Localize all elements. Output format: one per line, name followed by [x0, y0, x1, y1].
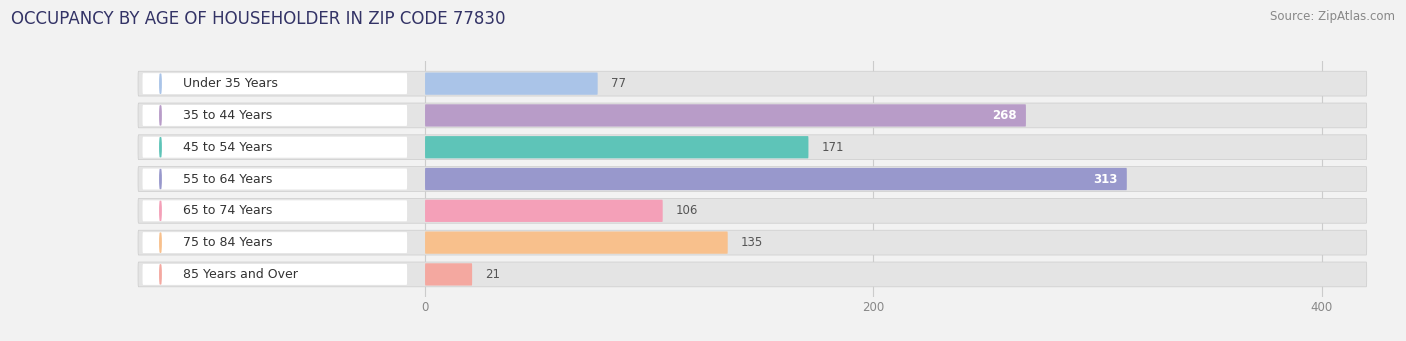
FancyBboxPatch shape [138, 135, 1367, 160]
Text: 171: 171 [823, 141, 845, 154]
Text: 313: 313 [1094, 173, 1118, 186]
FancyBboxPatch shape [142, 137, 408, 158]
FancyBboxPatch shape [142, 168, 408, 190]
Text: Under 35 Years: Under 35 Years [183, 77, 278, 90]
FancyBboxPatch shape [142, 105, 408, 126]
FancyBboxPatch shape [138, 167, 1367, 191]
Text: 65 to 74 Years: 65 to 74 Years [183, 204, 273, 217]
FancyBboxPatch shape [142, 73, 408, 94]
Text: 106: 106 [676, 204, 699, 217]
FancyBboxPatch shape [425, 136, 808, 158]
Text: 55 to 64 Years: 55 to 64 Years [183, 173, 273, 186]
FancyBboxPatch shape [138, 103, 1367, 128]
FancyBboxPatch shape [142, 200, 408, 221]
FancyBboxPatch shape [425, 73, 598, 95]
Text: 268: 268 [993, 109, 1017, 122]
FancyBboxPatch shape [138, 71, 1367, 96]
Text: OCCUPANCY BY AGE OF HOUSEHOLDER IN ZIP CODE 77830: OCCUPANCY BY AGE OF HOUSEHOLDER IN ZIP C… [11, 10, 506, 28]
Text: 77: 77 [612, 77, 626, 90]
Text: 135: 135 [741, 236, 763, 249]
FancyBboxPatch shape [142, 264, 408, 285]
FancyBboxPatch shape [138, 262, 1367, 287]
Text: 45 to 54 Years: 45 to 54 Years [183, 141, 273, 154]
FancyBboxPatch shape [425, 263, 472, 285]
Text: 75 to 84 Years: 75 to 84 Years [183, 236, 273, 249]
Text: 35 to 44 Years: 35 to 44 Years [183, 109, 273, 122]
FancyBboxPatch shape [425, 232, 728, 254]
Text: Source: ZipAtlas.com: Source: ZipAtlas.com [1270, 10, 1395, 23]
FancyBboxPatch shape [138, 230, 1367, 255]
FancyBboxPatch shape [425, 200, 662, 222]
FancyBboxPatch shape [142, 232, 408, 253]
Text: 21: 21 [485, 268, 501, 281]
FancyBboxPatch shape [425, 168, 1126, 190]
FancyBboxPatch shape [138, 198, 1367, 223]
FancyBboxPatch shape [425, 104, 1026, 127]
Text: 85 Years and Over: 85 Years and Over [183, 268, 298, 281]
